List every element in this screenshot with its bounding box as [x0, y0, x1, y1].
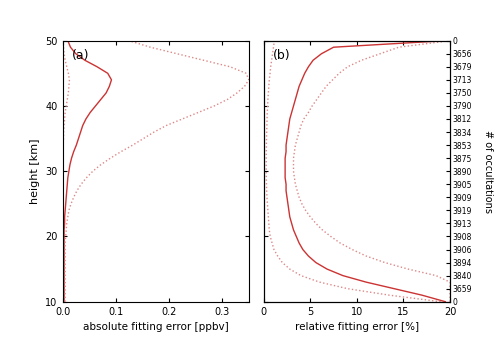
- X-axis label: absolute fitting error [ppbv]: absolute fitting error [ppbv]: [83, 322, 229, 332]
- Text: (a): (a): [72, 48, 90, 61]
- Y-axis label: # of occultations: # of occultations: [484, 130, 494, 213]
- X-axis label: relative fitting error [%]: relative fitting error [%]: [295, 322, 419, 332]
- Y-axis label: height [km]: height [km]: [30, 138, 40, 204]
- Text: (b): (b): [273, 48, 290, 61]
